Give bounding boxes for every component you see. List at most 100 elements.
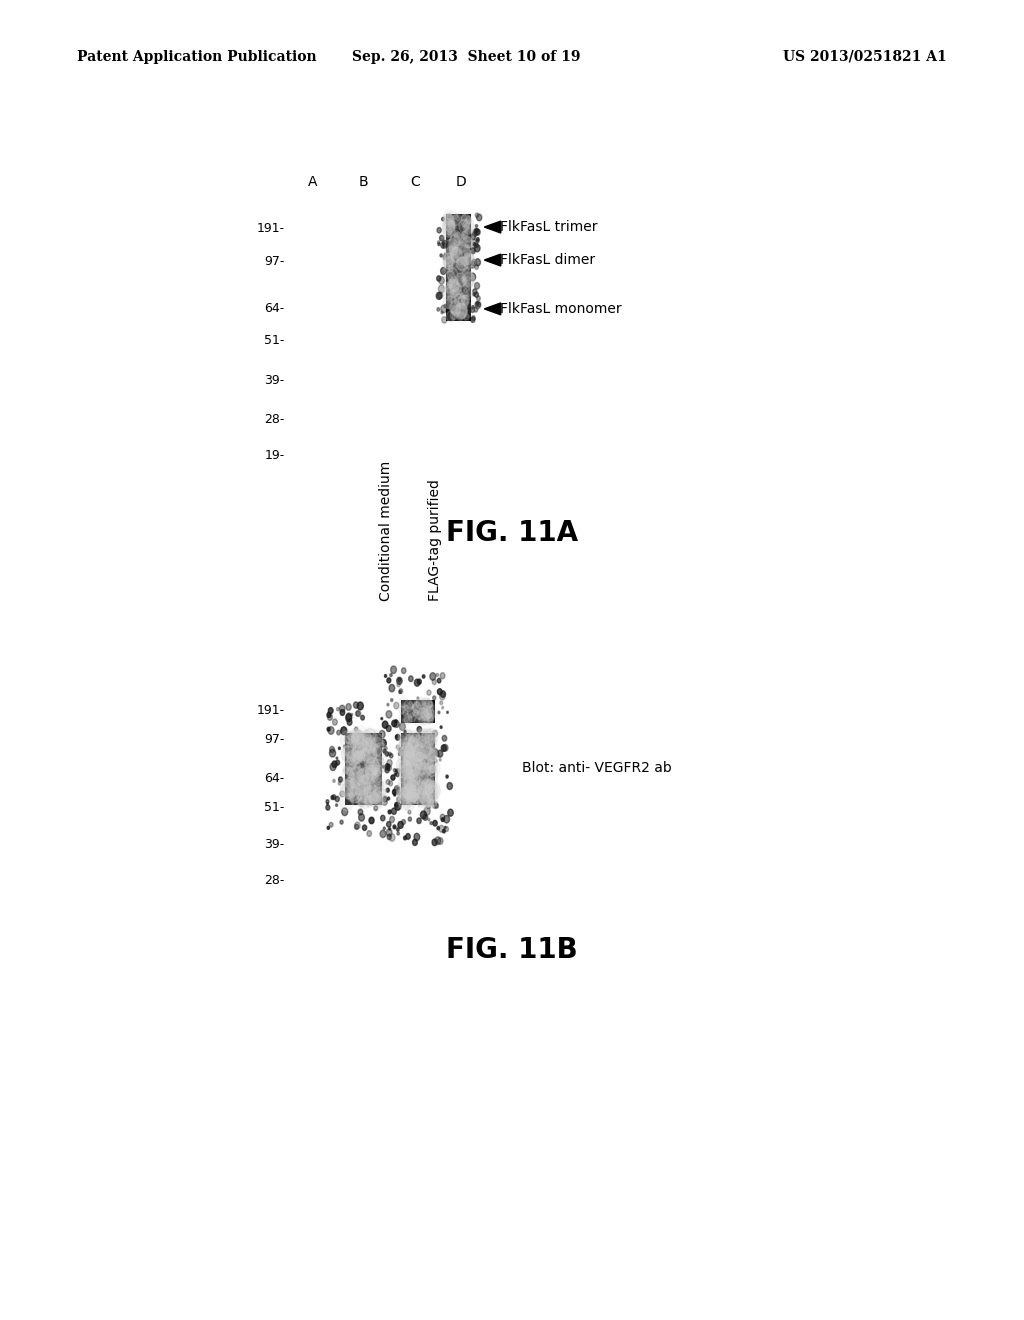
Circle shape [346,755,349,758]
Circle shape [385,767,389,774]
Circle shape [358,797,366,807]
Circle shape [460,256,465,264]
Circle shape [461,256,468,265]
Circle shape [450,246,457,256]
Circle shape [382,721,388,729]
Circle shape [348,741,356,751]
Circle shape [358,783,369,796]
Circle shape [430,821,432,825]
Circle shape [428,717,431,721]
Circle shape [387,764,391,771]
Circle shape [361,776,367,783]
Circle shape [396,677,402,684]
Circle shape [372,733,382,747]
Circle shape [460,293,465,298]
Circle shape [375,766,379,770]
Circle shape [399,750,401,752]
Circle shape [424,780,435,793]
Circle shape [417,726,422,733]
Circle shape [350,792,361,805]
Circle shape [419,772,428,784]
Circle shape [429,701,433,706]
Circle shape [463,228,474,243]
Circle shape [470,248,475,253]
Circle shape [370,777,383,796]
Circle shape [364,729,376,744]
Circle shape [423,764,426,770]
Circle shape [409,713,416,722]
Circle shape [475,259,480,265]
Circle shape [353,743,364,758]
Circle shape [369,748,377,759]
Circle shape [401,668,406,673]
Circle shape [464,219,471,228]
Circle shape [413,705,417,709]
Circle shape [408,785,420,801]
Circle shape [442,219,455,235]
Circle shape [451,290,457,298]
Circle shape [347,743,350,747]
Circle shape [450,289,453,292]
Circle shape [461,300,464,304]
Circle shape [374,805,378,810]
Circle shape [440,726,442,729]
Circle shape [444,253,452,264]
Circle shape [330,822,333,828]
Circle shape [455,289,463,300]
Circle shape [354,780,357,784]
Circle shape [361,796,366,803]
Circle shape [434,804,438,808]
Circle shape [427,764,431,770]
Circle shape [458,273,461,277]
Circle shape [327,826,330,829]
Circle shape [352,729,361,742]
Circle shape [403,714,413,725]
Circle shape [364,747,373,759]
Circle shape [389,834,395,841]
Circle shape [470,261,475,268]
Circle shape [439,759,441,762]
Circle shape [462,296,469,305]
Circle shape [399,711,409,725]
Circle shape [452,288,462,300]
Circle shape [352,785,358,793]
Circle shape [457,275,466,288]
Circle shape [446,268,450,273]
Circle shape [396,768,400,774]
Circle shape [416,760,427,775]
Circle shape [335,796,339,801]
Circle shape [369,768,372,772]
Circle shape [402,706,409,715]
Circle shape [398,734,411,748]
Circle shape [353,730,364,744]
Circle shape [413,840,418,846]
Circle shape [360,767,374,784]
Circle shape [411,785,419,797]
Circle shape [406,751,412,759]
Circle shape [369,779,374,784]
Circle shape [419,787,421,789]
Circle shape [400,789,404,796]
Circle shape [378,796,381,800]
Circle shape [358,779,371,795]
Circle shape [413,780,424,796]
Circle shape [402,756,413,768]
Circle shape [417,755,429,771]
Circle shape [399,775,406,781]
Circle shape [457,279,467,292]
Circle shape [386,710,392,718]
Text: C: C [410,176,420,189]
Circle shape [432,738,434,742]
Circle shape [401,781,408,791]
Circle shape [358,742,367,752]
Circle shape [347,729,356,741]
Circle shape [365,756,375,770]
Circle shape [429,767,432,770]
Circle shape [362,755,366,759]
Circle shape [376,792,383,801]
Circle shape [421,810,426,818]
Circle shape [423,793,434,808]
Circle shape [454,286,465,301]
Circle shape [451,312,458,321]
Circle shape [368,784,377,795]
